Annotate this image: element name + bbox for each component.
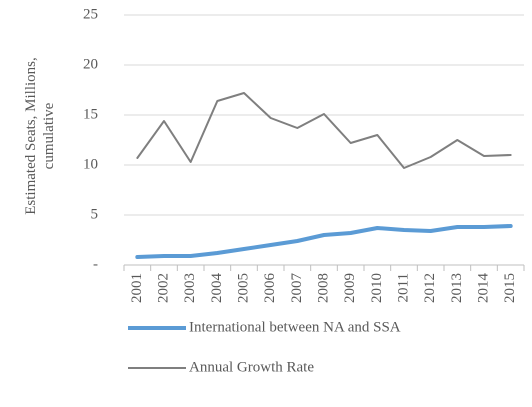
x-tick-label: 2014 — [475, 273, 491, 304]
x-tick-label: 2008 — [315, 273, 331, 303]
series-line — [136, 92, 512, 169]
x-tick-label: 2012 — [422, 273, 438, 303]
y-tick-label: 10 — [83, 156, 98, 172]
x-tick-label: 2009 — [342, 273, 358, 303]
x-tick-label: 2001 — [129, 273, 145, 303]
y-tick-label: 5 — [91, 206, 99, 222]
y-tick-label: 20 — [83, 56, 98, 72]
legend-label: Annual Growth Rate — [189, 359, 314, 375]
x-tick-label: 2002 — [155, 273, 171, 303]
x-tick-label: 2010 — [369, 273, 385, 303]
series-line — [135, 224, 513, 259]
y-tick-label: 15 — [83, 106, 98, 122]
x-tick-label: 2005 — [235, 273, 251, 303]
legend-label: International between NA and SSA — [189, 319, 401, 335]
x-tick-label: 2013 — [449, 273, 465, 303]
y-tick-label: 25 — [83, 6, 98, 22]
x-tick-label: 2015 — [502, 273, 518, 303]
y-tick-label: - — [93, 256, 98, 272]
x-tick-label: 2003 — [182, 273, 198, 303]
x-tick-label: 2007 — [289, 273, 305, 304]
x-tick-label: 2004 — [209, 273, 225, 304]
y-axis-label: Estimated Seats, Millions, cumulative — [23, 57, 57, 215]
x-tick-label: 2011 — [395, 273, 411, 302]
x-tick-label: 2006 — [262, 273, 278, 304]
